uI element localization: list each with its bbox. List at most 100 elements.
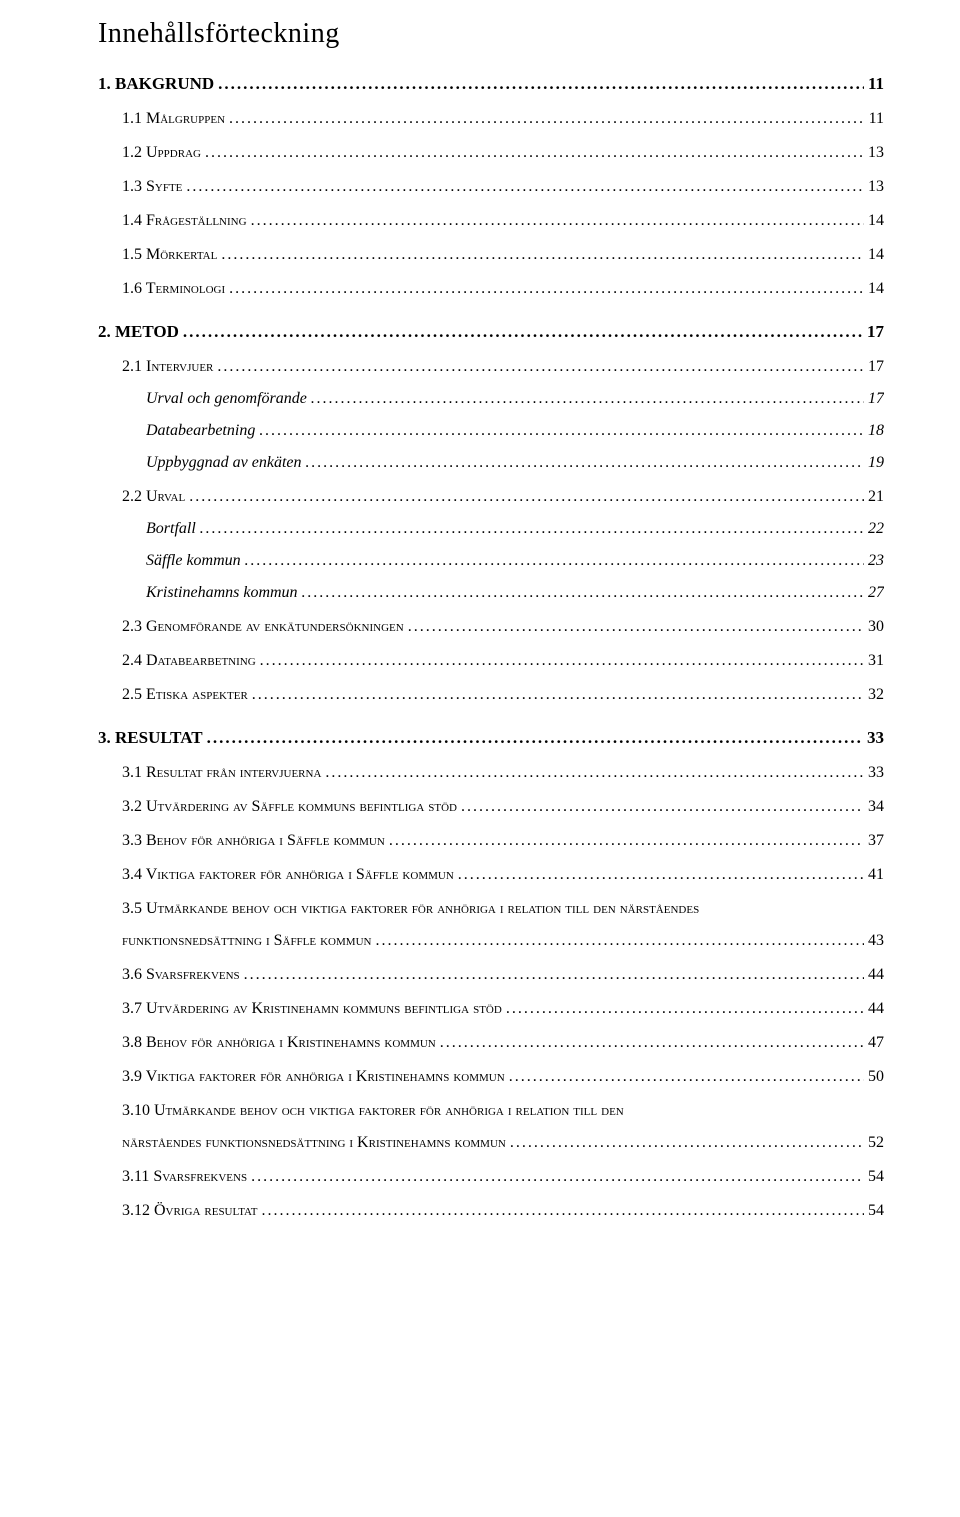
toc-entry: Bortfall 22 — [146, 520, 884, 538]
toc-entry-page: 14 — [868, 212, 884, 230]
toc-entry-label: 1.5 Mörkertal — [122, 246, 217, 264]
toc-entry: 3.9 Viktiga faktorer för anhöriga i Kris… — [122, 1068, 884, 1086]
toc-leader-dots — [221, 246, 864, 264]
toc-entry: 3. RESULTAT 33 — [98, 728, 884, 748]
toc-leader-dots — [205, 144, 864, 162]
toc-entry-lastline: närståendes funktionsnedsättning i Krist… — [122, 1134, 884, 1152]
toc-leader-dots — [325, 764, 864, 782]
toc-leader-dots — [189, 488, 864, 506]
toc-entry-label: Uppbyggnad av enkäten — [146, 454, 302, 472]
toc-leader-dots — [306, 454, 864, 472]
toc-entry-page: 17 — [868, 358, 884, 376]
toc-leader-dots — [251, 1168, 864, 1186]
toc-leader-dots — [461, 798, 864, 816]
toc-entry: 2.3 Genomförande av enkätundersökningen3… — [122, 618, 884, 636]
toc-entry: 3.11 Svarsfrekvens54 — [122, 1168, 884, 1186]
toc-entry: 3.10 Utmärkande behov och viktiga faktor… — [122, 1102, 884, 1152]
toc-entry-page: 17 — [867, 322, 884, 342]
toc-entry: 2.5 Etiska aspekter32 — [122, 686, 884, 704]
toc-entry: Kristinehamns kommun 27 — [146, 584, 884, 602]
toc-entry-page: 18 — [868, 422, 884, 440]
toc-entry: 2.2 Urval21 — [122, 488, 884, 506]
toc-entry: 1.3 Syfte13 — [122, 178, 884, 196]
toc-entry: 3.4 Viktiga faktorer för anhöriga i Säff… — [122, 866, 884, 884]
toc-leader-dots — [375, 932, 864, 950]
toc-entry: 3.12 Övriga resultat 54 — [122, 1202, 884, 1220]
toc-leader-dots — [260, 652, 864, 670]
toc-leader-dots — [229, 280, 864, 298]
toc-entry: 1.6 Terminologi14 — [122, 280, 884, 298]
toc-entry-page: 23 — [868, 552, 884, 570]
toc-leader-dots — [262, 1202, 865, 1220]
toc-entry: 2.1 Intervjuer17 — [122, 358, 884, 376]
toc-leader-dots — [183, 322, 863, 342]
toc-entry: 3.1 Resultat från intervjuerna 33 — [122, 764, 884, 782]
toc-entry-label: 3.7 Utvärdering av Kristinehamn kommuns … — [122, 1000, 502, 1018]
toc-entry-page: 27 — [868, 584, 884, 602]
toc-entry-page: 47 — [868, 1034, 884, 1052]
toc-entry-page: 37 — [868, 832, 884, 850]
toc-entry: 3.8 Behov för anhöriga i Kristinehamns k… — [122, 1034, 884, 1052]
toc-entry-label: 3.2 Utvärdering av Säffle kommuns befint… — [122, 798, 457, 816]
toc-entry-label: 3.10 Utmärkande behov och viktiga faktor… — [122, 1102, 884, 1120]
toc-entry-page: 54 — [868, 1202, 884, 1220]
toc-leader-dots — [506, 1000, 864, 1018]
toc-entry-page: 33 — [868, 764, 884, 782]
toc-entry: Säffle kommun 23 — [146, 552, 884, 570]
toc-entry-label: Databearbetning — [146, 422, 255, 440]
toc-leader-dots — [440, 1034, 864, 1052]
toc-entry-label: funktionsnedsättning i Säffle kommun — [122, 932, 371, 950]
toc-leader-dots — [259, 422, 864, 440]
toc-leader-dots — [510, 1134, 864, 1152]
toc-entry-label: Bortfall — [146, 520, 196, 538]
toc-entry-label: 1.4 Frågeställning — [122, 212, 247, 230]
toc-leader-dots — [244, 966, 864, 984]
toc-leader-dots — [207, 728, 863, 748]
toc-entry: 3.7 Utvärdering av Kristinehamn kommuns … — [122, 1000, 884, 1018]
toc-leader-dots — [252, 686, 864, 704]
toc-entry: Databearbetning 18 — [146, 422, 884, 440]
toc-entry-label: Säffle kommun — [146, 552, 241, 570]
toc-entry-page: 22 — [868, 520, 884, 538]
toc-entry-page: 31 — [868, 652, 884, 670]
toc-entry-page: 11 — [869, 110, 884, 128]
toc-entry-label: 1.6 Terminologi — [122, 280, 225, 298]
toc-entry: 3.3 Behov för anhöriga i Säffle kommun37 — [122, 832, 884, 850]
toc-entry-page: 41 — [868, 866, 884, 884]
toc-entry-label: 3.11 Svarsfrekvens — [122, 1168, 247, 1186]
toc-entry-page: 44 — [868, 1000, 884, 1018]
toc-entry-page: 43 — [868, 932, 884, 950]
toc-entry-label: 2.4 Databearbetning — [122, 652, 256, 670]
toc-leader-dots — [408, 618, 864, 636]
toc-entry-label: 3. RESULTAT — [98, 728, 203, 748]
toc-entry: 1. BAKGRUND11 — [98, 74, 884, 94]
toc-leader-dots — [217, 358, 864, 376]
toc-entry-label: 1.3 Syfte — [122, 178, 182, 196]
toc-entry-label: 3.9 Viktiga faktorer för anhöriga i Kris… — [122, 1068, 505, 1086]
toc-heading: Innehållsförteckning — [98, 18, 884, 50]
toc-entry-page: 19 — [868, 454, 884, 472]
toc-entry-label: 3.12 Övriga resultat — [122, 1202, 258, 1220]
toc-leader-dots — [186, 178, 864, 196]
toc-entry-label: Urval och genomförande — [146, 390, 307, 408]
toc-entry: 3.2 Utvärdering av Säffle kommuns befint… — [122, 798, 884, 816]
toc-entry: 2.4 Databearbetning 31 — [122, 652, 884, 670]
toc-leader-dots — [200, 520, 864, 538]
toc-entry-label: 3.1 Resultat från intervjuerna — [122, 764, 321, 782]
toc-entry: 1.4 Frågeställning 14 — [122, 212, 884, 230]
toc-entry-label: Kristinehamns kommun — [146, 584, 298, 602]
toc-leader-dots — [389, 832, 864, 850]
toc-entry: 1.2 Uppdrag13 — [122, 144, 884, 162]
toc-entry-label: 2.5 Etiska aspekter — [122, 686, 248, 704]
toc-entry-page: 33 — [867, 728, 884, 748]
toc-entry: Urval och genomförande17 — [146, 390, 884, 408]
toc-entry-lastline: funktionsnedsättning i Säffle kommun 43 — [122, 932, 884, 950]
toc-entry: 1.5 Mörkertal14 — [122, 246, 884, 264]
toc-entry-label: 3.5 Utmärkande behov och viktiga faktore… — [122, 900, 884, 918]
toc-entry-page: 44 — [868, 966, 884, 984]
toc-entry-label: 1.1 Målgruppen — [122, 110, 225, 128]
toc-entry: 3.6 Svarsfrekvens44 — [122, 966, 884, 984]
toc-leader-dots — [229, 110, 865, 128]
toc-leader-dots — [251, 212, 864, 230]
toc-entry: 2. METOD17 — [98, 322, 884, 342]
